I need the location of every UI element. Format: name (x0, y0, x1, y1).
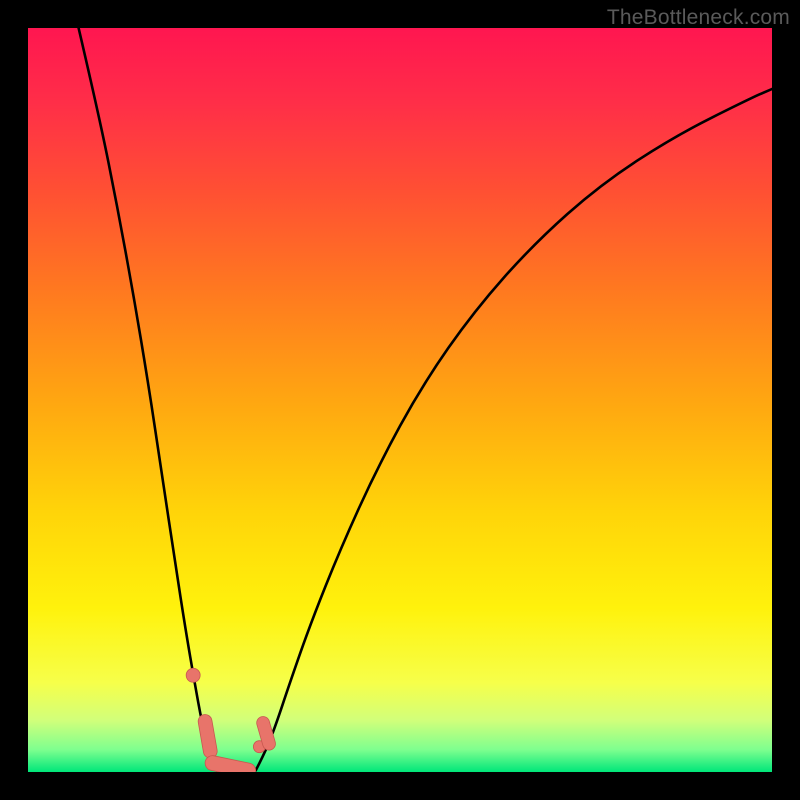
curve-marker-dot (186, 668, 200, 682)
bottleneck-chart (28, 28, 772, 772)
curve-marker-capsule (213, 763, 249, 770)
curve-marker-capsule (205, 721, 210, 751)
gradient-background (28, 28, 772, 772)
watermark-label: TheBottleneck.com (607, 6, 790, 30)
curve-marker-capsule (263, 723, 269, 744)
chart-container (28, 28, 772, 772)
